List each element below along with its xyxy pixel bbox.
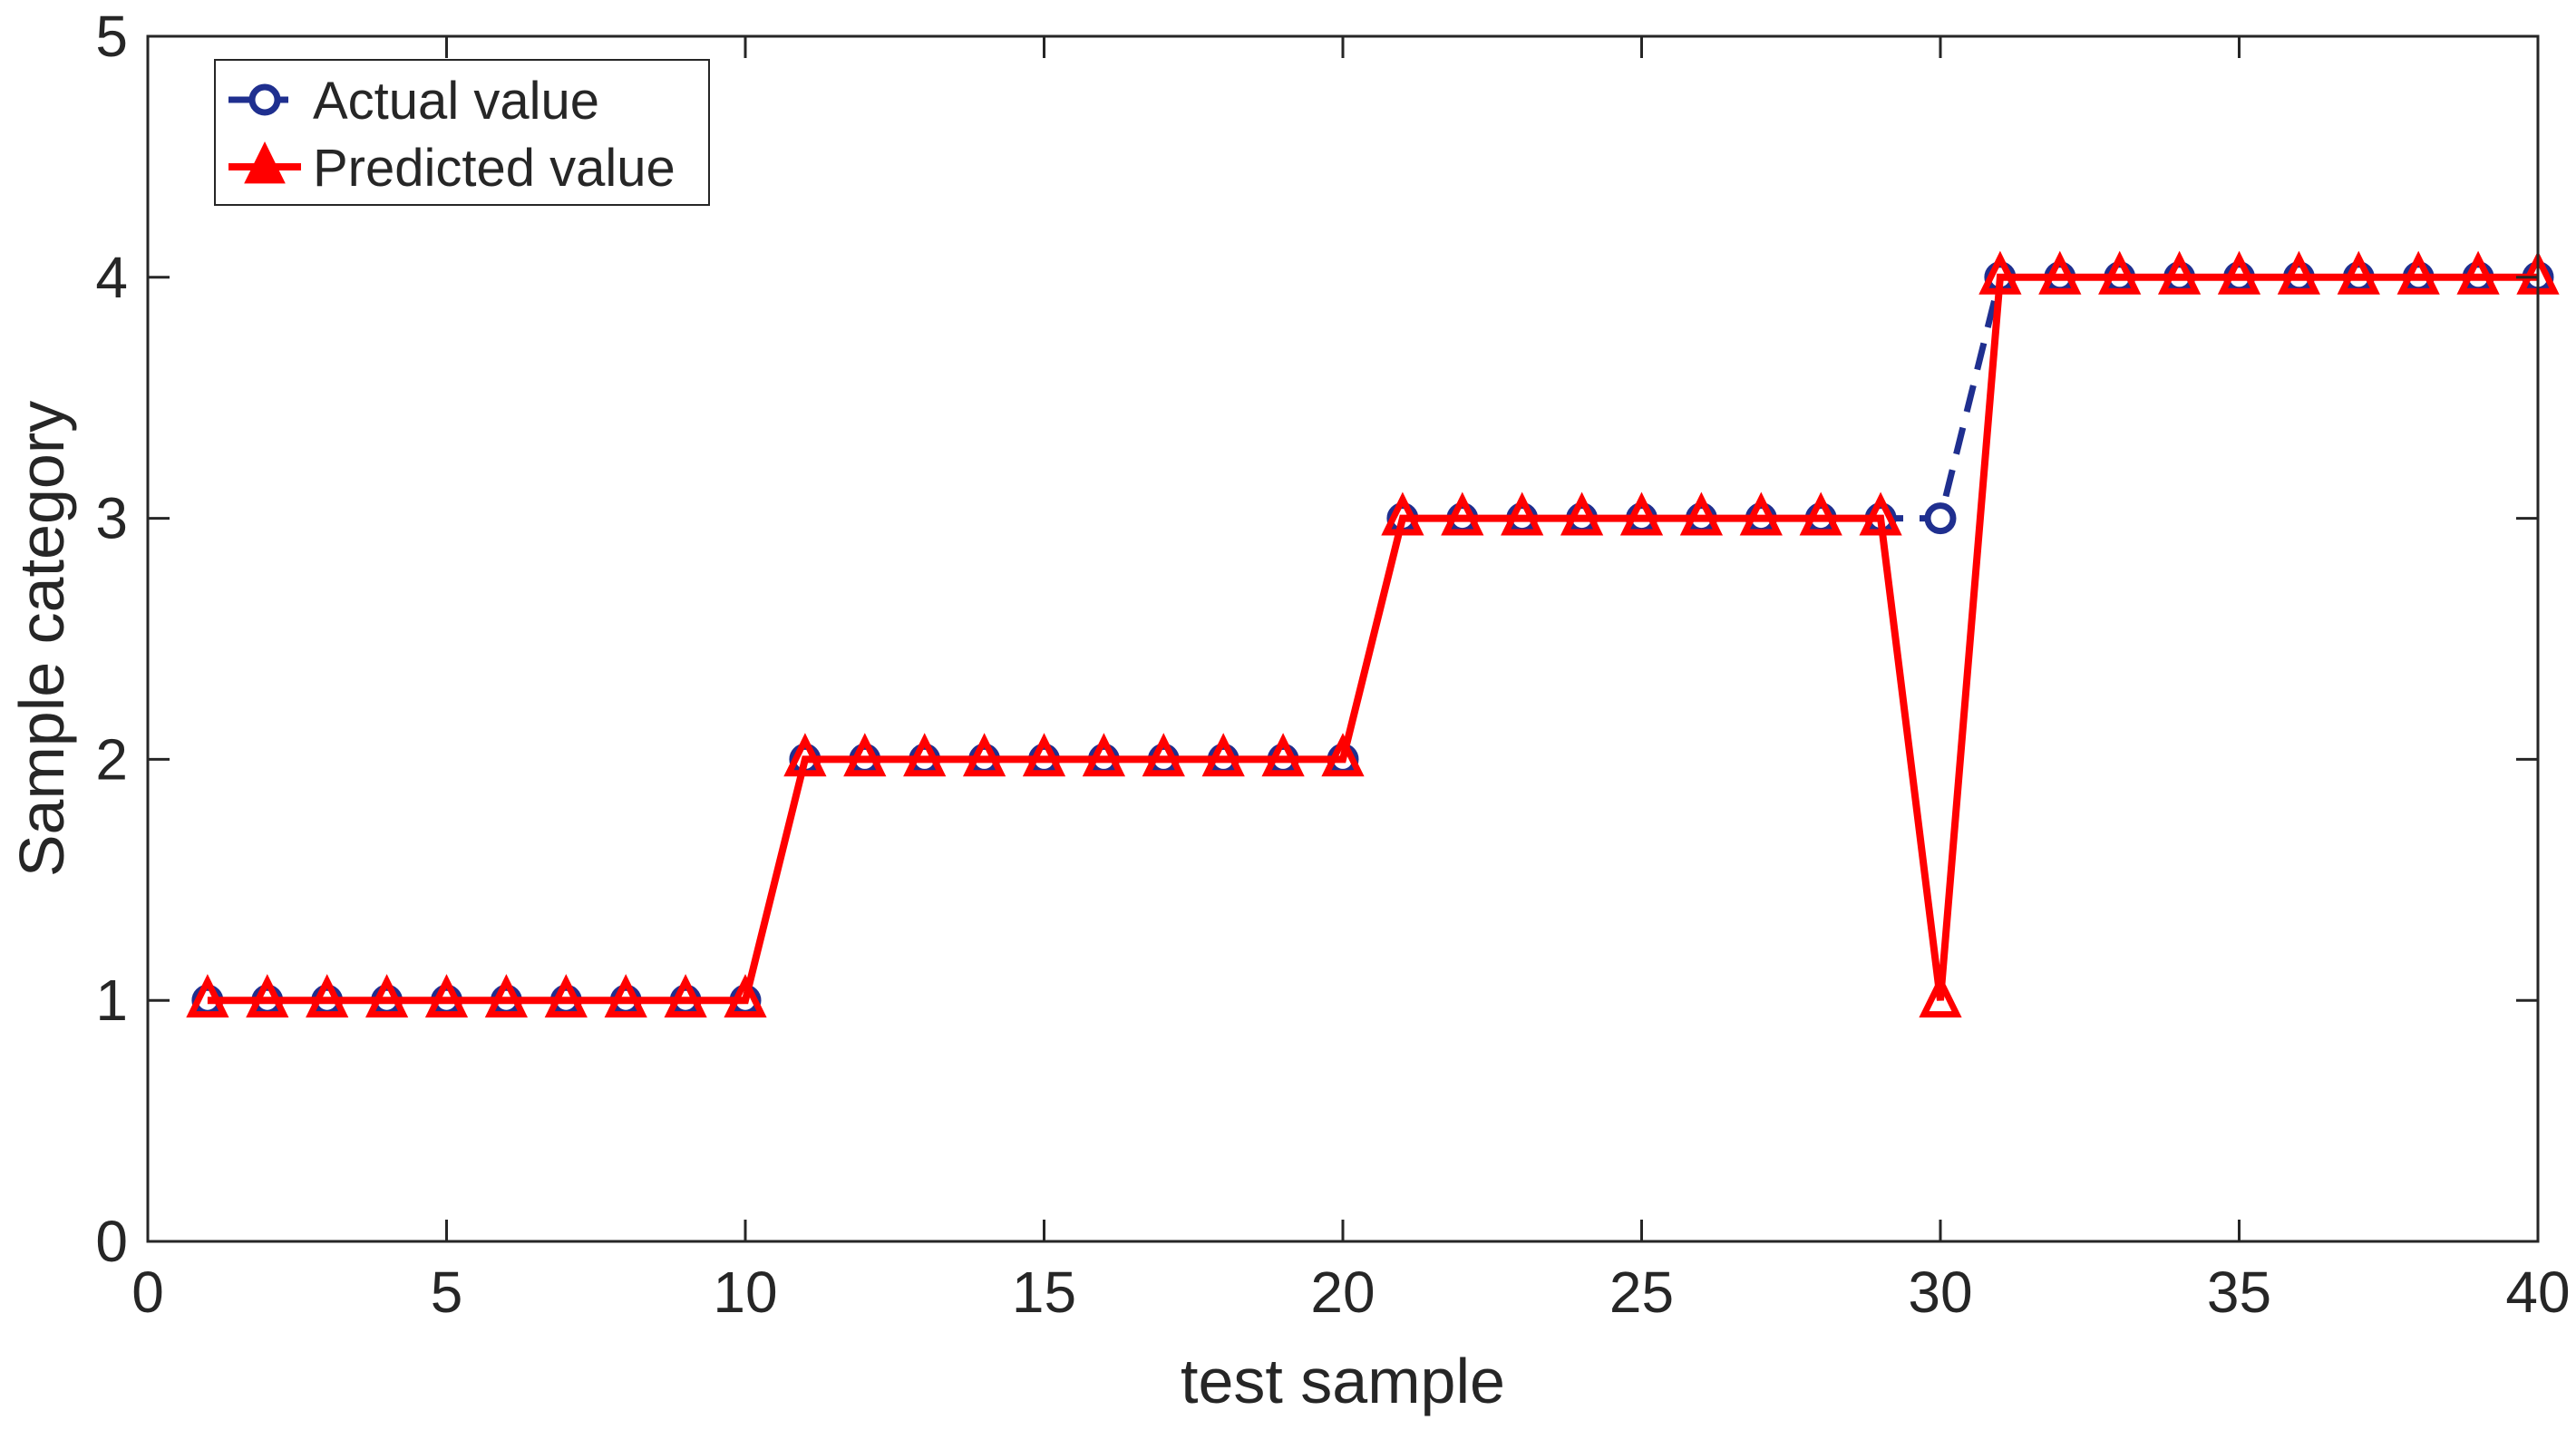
predicted-value-point bbox=[1022, 733, 1066, 777]
predicted-value-point bbox=[1381, 491, 1424, 536]
predicted-value-point bbox=[604, 974, 647, 1018]
x-tick-label: 5 bbox=[431, 1260, 463, 1325]
predicted-value-point bbox=[1501, 491, 1544, 536]
predicted-value-point bbox=[186, 974, 229, 1018]
y-tick-label: 0 bbox=[95, 1209, 128, 1274]
y-tick-label: 1 bbox=[95, 968, 128, 1033]
x-tick-label: 35 bbox=[2207, 1260, 2271, 1325]
legend-label-predicted: Predicted value bbox=[313, 139, 676, 198]
predicted-value-point bbox=[2456, 250, 2500, 295]
predicted-value-point bbox=[1560, 491, 1604, 536]
plot-area bbox=[148, 36, 2538, 1241]
actual-value-point bbox=[1924, 502, 1957, 535]
predicted-value-point bbox=[1859, 491, 1902, 536]
legend: Actual value Predicted value bbox=[214, 59, 710, 206]
predicted-value-point bbox=[1321, 733, 1365, 777]
x-tick-label: 30 bbox=[1908, 1260, 1972, 1325]
y-tick-label: 2 bbox=[95, 726, 128, 792]
x-tick-label: 0 bbox=[131, 1260, 164, 1325]
x-tick-label: 15 bbox=[1012, 1260, 1076, 1325]
y-tick-label: 4 bbox=[95, 245, 128, 310]
predicted-value-point bbox=[1142, 733, 1185, 777]
predicted-value-point bbox=[664, 974, 707, 1018]
predicted-value-point bbox=[2098, 250, 2142, 295]
predicted-value-point bbox=[2396, 250, 2440, 295]
predicted-value-point bbox=[1919, 974, 1962, 1018]
predicted-value-point bbox=[544, 974, 588, 1018]
predicted-value-point bbox=[2337, 250, 2380, 295]
predicted-value-point bbox=[1619, 491, 1664, 536]
predicted-value-point bbox=[1082, 733, 1126, 777]
legend-marker-predicted bbox=[244, 141, 286, 184]
predicted-value-point bbox=[2217, 250, 2261, 295]
x-tick-label: 40 bbox=[2505, 1260, 2570, 1325]
predicted-value-point bbox=[2277, 250, 2321, 295]
legend-marker-actual bbox=[248, 83, 281, 116]
legend-label-actual: Actual value bbox=[313, 72, 599, 131]
predicted-value-point bbox=[1201, 733, 1245, 777]
predicted-value-point bbox=[246, 974, 289, 1018]
predicted-value-point bbox=[424, 974, 469, 1018]
y-axis-label: Sample category bbox=[6, 401, 77, 877]
predicted-value-point bbox=[2038, 250, 2082, 295]
x-axis-label: test sample bbox=[1181, 1346, 1505, 1416]
predicted-value-point bbox=[962, 733, 1006, 777]
predicted-value-point bbox=[306, 974, 349, 1018]
legend-box bbox=[214, 59, 710, 206]
predicted-value-point bbox=[2157, 250, 2202, 295]
predicted-value-point bbox=[724, 974, 767, 1018]
predicted-value-line bbox=[207, 273, 2538, 1005]
plot-background bbox=[148, 36, 2538, 1241]
predicted-value-point bbox=[1261, 733, 1305, 777]
predicted-value-point bbox=[843, 733, 887, 777]
predicted-value-point bbox=[1679, 491, 1724, 536]
predicted-value-point bbox=[1441, 491, 1484, 536]
series-predicted-value bbox=[186, 250, 2560, 1018]
x-tick-label: 25 bbox=[1609, 1260, 1674, 1325]
x-tick-label: 10 bbox=[713, 1260, 777, 1325]
predicted-value-point bbox=[1978, 250, 2022, 295]
predicted-value-point bbox=[783, 733, 827, 777]
predicted-value-point bbox=[484, 974, 529, 1018]
x-tick-label: 20 bbox=[1310, 1260, 1375, 1325]
y-tick-label: 5 bbox=[95, 4, 128, 69]
axes: 0 5 10 15 20 25 30 35 40 0 1 2 3 4 5 bbox=[95, 4, 2570, 1325]
predicted-value-point bbox=[1739, 491, 1783, 536]
predicted-value-point bbox=[1799, 491, 1842, 536]
y-tick-label: 3 bbox=[95, 486, 128, 551]
predicted-value-point bbox=[365, 974, 409, 1018]
predicted-value-point bbox=[903, 733, 947, 777]
